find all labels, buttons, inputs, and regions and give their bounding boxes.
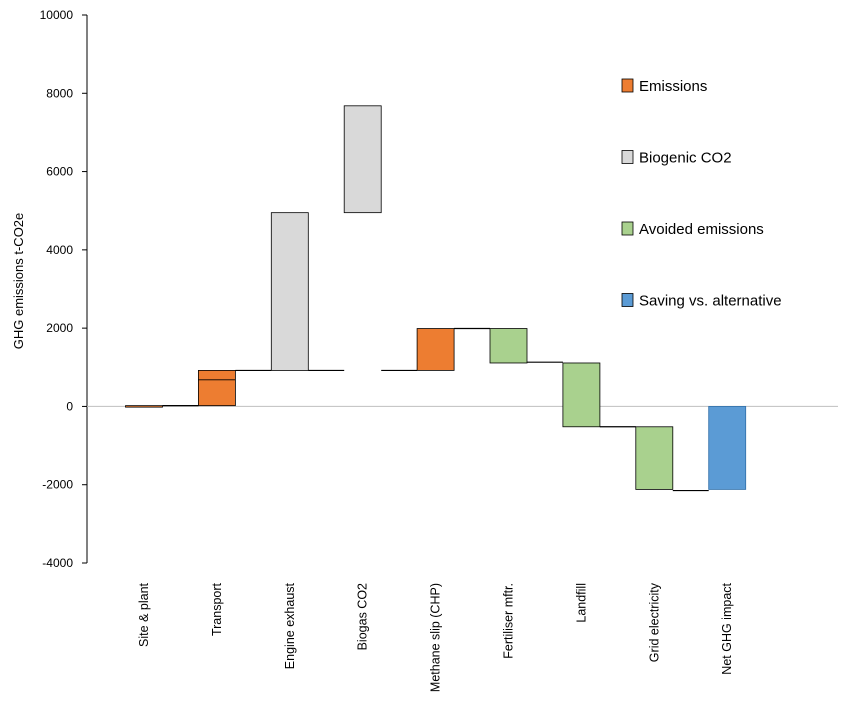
category-label: Landfill [574,583,588,623]
category-label: Transport [210,582,224,636]
category-label: Biogas CO2 [356,583,370,650]
y-tick-label: -2000 [42,478,73,492]
y-tick-label: 0 [66,399,73,413]
bar-grid-electricity [635,426,674,490]
category-label: Net GHG impact [720,582,734,674]
y-axis-title: GHG emissions t-CO2e [11,213,26,350]
y-tick-label: 8000 [46,86,73,100]
legend-swatch [621,78,634,93]
y-tick-label: -4000 [42,556,73,570]
category-label: Site & plant [137,582,151,646]
y-tick-label: 6000 [46,165,73,179]
bar-engine-exhaust [270,212,309,371]
category-label: Engine exhaust [283,582,297,669]
y-tick-label: 2000 [46,321,73,335]
y-tick-label: 10000 [40,8,74,22]
legend-label: Avoided emissions [639,221,764,238]
bar-methane-slip-chp [416,328,455,371]
bar-biogas-co2 [343,105,382,214]
legend-swatch [621,221,634,236]
axis-layer: -4000 -2000 0 2000 4000 6000 8000 10000 [40,8,838,570]
legend-swatch [621,293,634,307]
bar-net-ghg-impact [708,406,747,490]
legend-label: Biogenic CO2 [639,150,732,167]
category-label: Grid electricity [647,582,661,662]
category-label: Methane slip (CHP) [429,583,443,692]
bar-transport [197,370,236,407]
category-label: Fertiliser mftr. [502,583,516,659]
legend-label: Emissions [639,78,707,95]
legend-label: Saving vs. alternative [639,293,782,310]
bar-fertiliser-mftr [489,328,528,364]
legend: Emissions Biogenic CO2 Avoided emissions Sa… [621,78,782,310]
legend-swatch [621,150,634,164]
category-label-layer: Site & plant Transport Engine exhaust Bioga… [137,582,734,692]
y-tick-label: 4000 [46,243,73,257]
bar-landfill [562,362,601,428]
connector-layer [162,327,709,492]
bar-layer [125,105,747,490]
bar-site-plant [125,405,163,408]
